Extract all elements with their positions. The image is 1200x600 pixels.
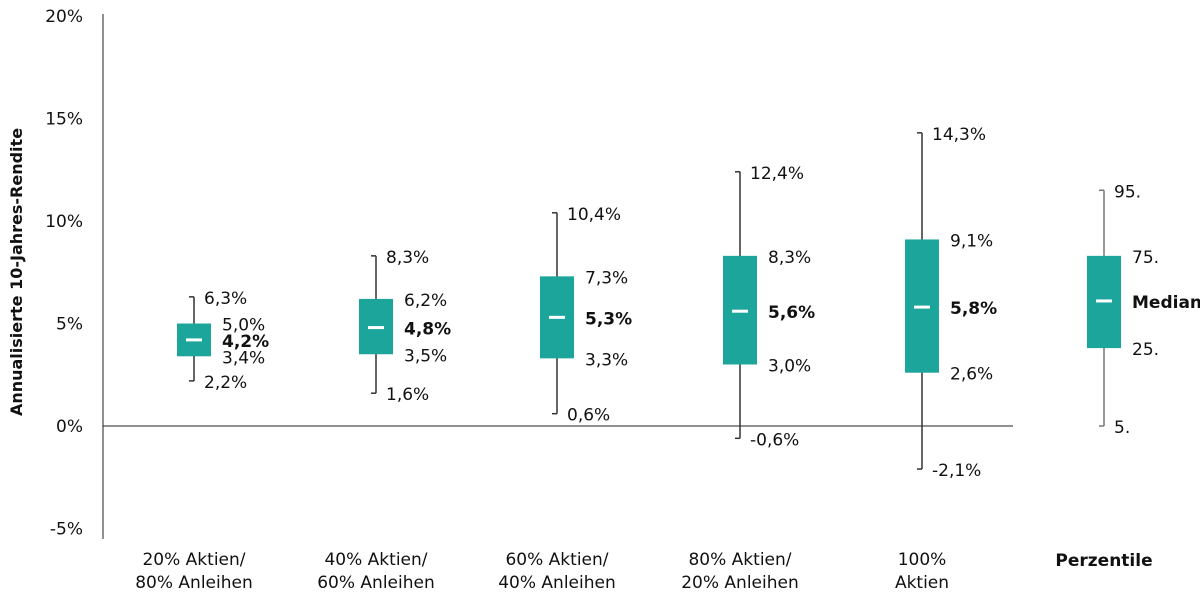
y-tick-label: 10%: [45, 212, 83, 232]
box-1-p75-label: 5,0%: [222, 316, 265, 336]
box-4-p95-label: 12,4%: [750, 164, 804, 184]
y-tick-label: 20%: [45, 7, 83, 27]
x-tick-label: 100%: [898, 550, 947, 570]
box-1-p95-label: 6,3%: [204, 289, 247, 309]
box-2-p25-label: 3,5%: [404, 346, 447, 366]
x-tick-label: 60% Aktien/: [505, 550, 608, 570]
box-1-p25-label: 3,4%: [222, 348, 265, 368]
box-2-p75-label: 6,2%: [404, 291, 447, 311]
y-tick-label: -5%: [50, 520, 83, 540]
box-3-p75-label: 7,3%: [585, 268, 628, 288]
x-tick-label: 40% Anleihen: [498, 573, 616, 593]
box-1-median-label: 4,2%: [222, 332, 269, 352]
box-4-median-label: 5,6%: [768, 303, 815, 323]
box-1-p5-label: 2,2%: [204, 373, 247, 393]
box-3-p25-label: 3,3%: [585, 350, 628, 370]
box-5-p25-label: 2,6%: [950, 365, 993, 385]
y-tick-label: 5%: [56, 315, 83, 335]
legend-p25-label: 25.: [1132, 340, 1159, 360]
box-4-p5-label: -0,6%: [750, 430, 799, 450]
box-3-median-label: 5,3%: [585, 309, 632, 329]
box-3-p5-label: 0,6%: [567, 406, 610, 426]
box-2-p5-label: 1,6%: [386, 385, 429, 405]
x-tick-label: 60% Anleihen: [317, 573, 435, 593]
x-tick-label: 20% Aktien/: [142, 550, 245, 570]
box-2-p95-label: 8,3%: [386, 248, 429, 268]
x-tick-label: 40% Aktien/: [324, 550, 427, 570]
y-axis-label: Annualisierte 10-Jahres-Rendite: [7, 128, 26, 416]
x-tick-label: 20% Anleihen: [681, 573, 799, 593]
box-4-p75-label: 8,3%: [768, 248, 811, 268]
box-5-p5-label: -2,1%: [932, 461, 981, 481]
y-tick-label: 0%: [56, 417, 83, 437]
box-4-p25-label: 3,0%: [768, 357, 811, 377]
x-tick-label: 80% Aktien/: [688, 550, 791, 570]
legend-title: Perzentile: [1055, 551, 1152, 571]
box-3-p95-label: 10,4%: [567, 205, 621, 225]
box-5-p95-label: 14,3%: [932, 125, 986, 145]
box-5-p75-label: 9,1%: [950, 231, 993, 251]
legend-p75-label: 75.: [1132, 248, 1159, 268]
x-tick-label: 80% Anleihen: [135, 573, 253, 593]
x-tick-label: Aktien: [895, 573, 949, 593]
y-tick-label: 15%: [45, 110, 83, 130]
legend-median-label: Median: [1132, 293, 1200, 313]
legend-p5-label: 5.: [1114, 418, 1130, 438]
box-5-median-label: 5,8%: [950, 299, 997, 319]
legend-p95-label: 95.: [1114, 182, 1141, 202]
box-2-median-label: 4,8%: [404, 320, 451, 340]
